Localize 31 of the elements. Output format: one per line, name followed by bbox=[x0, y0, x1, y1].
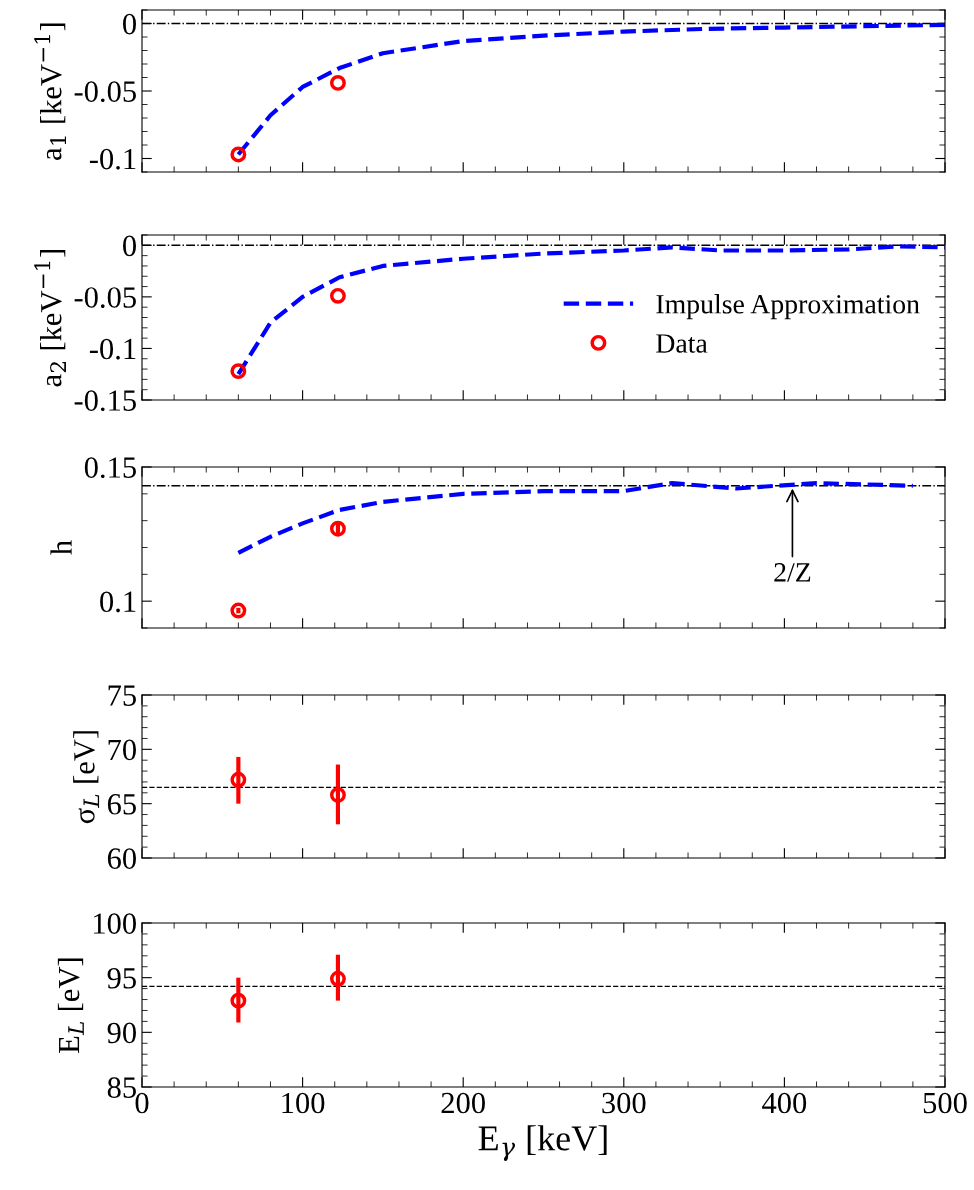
y-tick-label: -0.1 bbox=[89, 148, 136, 170]
y-tick-label: 85 bbox=[107, 1077, 136, 1098]
y-tick-label: 90 bbox=[107, 1022, 136, 1044]
y-tick-label: 0.15 bbox=[84, 457, 136, 479]
y-axis-title: σ$_{L}$ [eV] bbox=[73, 731, 100, 824]
y-axis-title: E$_{L}$ [eV] bbox=[57, 958, 84, 1054]
y-tick-label: -0.05 bbox=[74, 287, 136, 308]
legend-label: Data bbox=[656, 334, 708, 353]
y-tick-label: 0 bbox=[123, 13, 136, 35]
y-tick-label: 100 bbox=[93, 913, 136, 934]
x-axis-title: E$_{γ}$ [keV] bbox=[478, 1125, 607, 1162]
legend-label: Impulse Approximation bbox=[656, 294, 920, 320]
x-tick-label: 400 bbox=[762, 1092, 807, 1114]
y-tick-label: 75 bbox=[108, 685, 136, 706]
annotation: 2/Z bbox=[774, 563, 811, 582]
x-tick-label: 200 bbox=[441, 1092, 485, 1114]
y-tick-label: 95 bbox=[107, 968, 136, 989]
y-tick-label: 60 bbox=[107, 848, 136, 869]
x-tick-label: 300 bbox=[602, 1092, 646, 1114]
y-axis-title: a$_{2}$ [keV$^{−1}$] bbox=[34, 250, 66, 387]
y-tick-label: -0.1 bbox=[89, 338, 136, 360]
y-tick-label: 65 bbox=[107, 794, 136, 815]
y-tick-label: -0.05 bbox=[74, 81, 136, 103]
x-tick-label: 100 bbox=[282, 1092, 325, 1114]
y-tick-label: 70 bbox=[108, 739, 136, 761]
y-axis-title: a$_{1}$ [keV$^{−1}$] bbox=[34, 23, 66, 160]
y-tick-label: -0.15 bbox=[74, 390, 136, 412]
y-tick-label: 0.1 bbox=[100, 591, 136, 613]
y-axis-title: h bbox=[50, 540, 72, 555]
y-tick-label: 0 bbox=[123, 235, 136, 257]
x-tick-label: 500 bbox=[923, 1092, 967, 1114]
